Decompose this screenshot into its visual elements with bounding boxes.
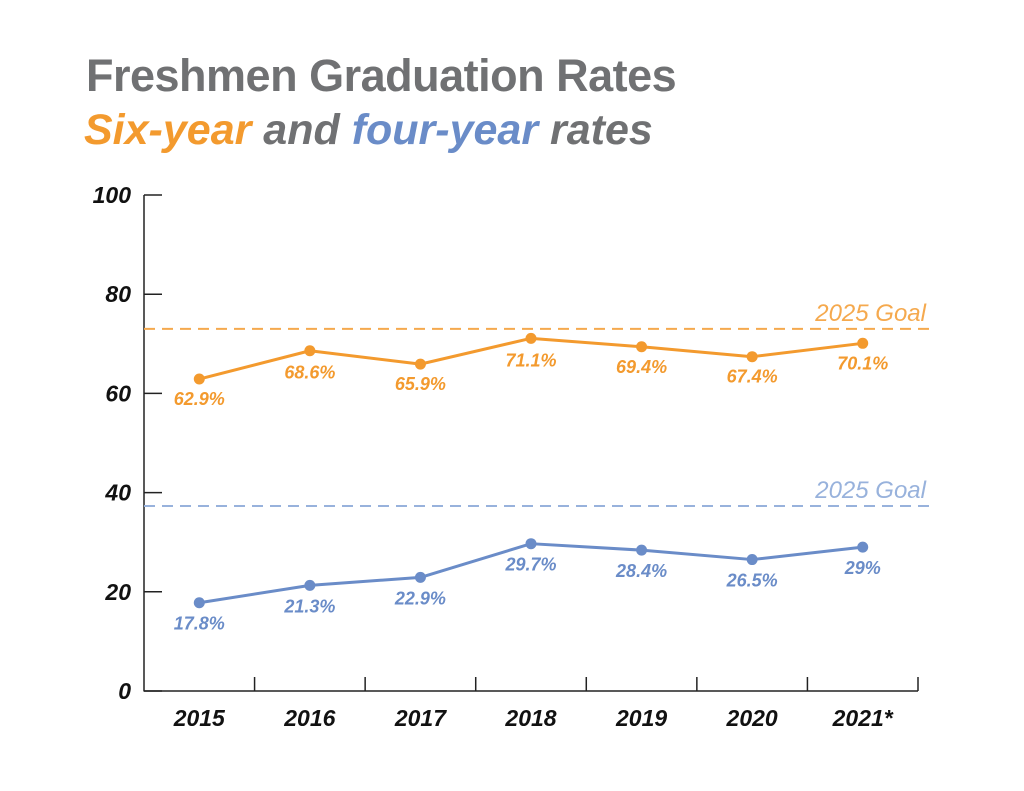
goal-label: 2025 Goal <box>814 300 926 327</box>
data-point <box>304 579 316 591</box>
data-label: 68.6% <box>284 363 335 383</box>
data-label: 62.9% <box>174 389 225 409</box>
subtitle-six-year: Six-year <box>84 106 252 154</box>
y-tick-label: 100 <box>93 182 132 208</box>
data-point <box>414 571 426 583</box>
data-label: 71.1% <box>505 350 556 370</box>
data-point <box>304 345 316 357</box>
data-label: 67.4% <box>727 367 778 387</box>
data-point <box>414 358 426 370</box>
y-tick-label: 0 <box>118 678 131 704</box>
subtitle-four-year: four-year <box>351 106 539 154</box>
y-tick-label: 60 <box>105 380 131 406</box>
x-tick-label: 2015 <box>173 705 226 731</box>
goal-label: 2025 Goal <box>814 477 926 504</box>
data-point <box>193 597 205 609</box>
data-label: 65.9% <box>395 374 446 394</box>
x-tick-label: 2020 <box>726 705 778 731</box>
data-label: 26.5% <box>726 571 778 591</box>
chart-subtitle: Six-year and four-year rates <box>84 106 653 155</box>
data-label: 29% <box>844 558 881 578</box>
x-tick-label: 2016 <box>283 705 335 731</box>
y-tick-label: 20 <box>104 579 131 605</box>
data-label: 17.8% <box>174 614 225 634</box>
data-label: 21.3% <box>283 596 335 616</box>
data-point <box>636 341 648 353</box>
data-point <box>746 554 758 566</box>
x-tick-label: 2018 <box>504 705 556 731</box>
x-tick-label: 2021* <box>832 705 894 731</box>
data-point <box>525 332 537 344</box>
subtitle-rates: rates <box>538 106 653 154</box>
data-point <box>193 373 205 385</box>
y-tick-label: 40 <box>104 480 131 506</box>
chart-title: Freshmen Graduation Rates <box>86 50 677 101</box>
data-label: 69.4% <box>616 357 667 377</box>
data-point <box>746 351 758 363</box>
data-label: 28.4% <box>615 561 667 581</box>
data-point <box>636 544 648 556</box>
x-tick-label: 2017 <box>394 705 447 731</box>
data-point <box>857 337 869 349</box>
data-point <box>857 541 869 553</box>
subtitle-and: and <box>251 106 352 154</box>
data-point <box>525 538 537 550</box>
data-label: 70.1% <box>837 353 888 373</box>
data-label: 22.9% <box>394 588 446 608</box>
y-tick-label: 80 <box>105 281 131 307</box>
x-tick-label: 2019 <box>615 705 667 731</box>
data-label: 29.7% <box>504 555 556 575</box>
